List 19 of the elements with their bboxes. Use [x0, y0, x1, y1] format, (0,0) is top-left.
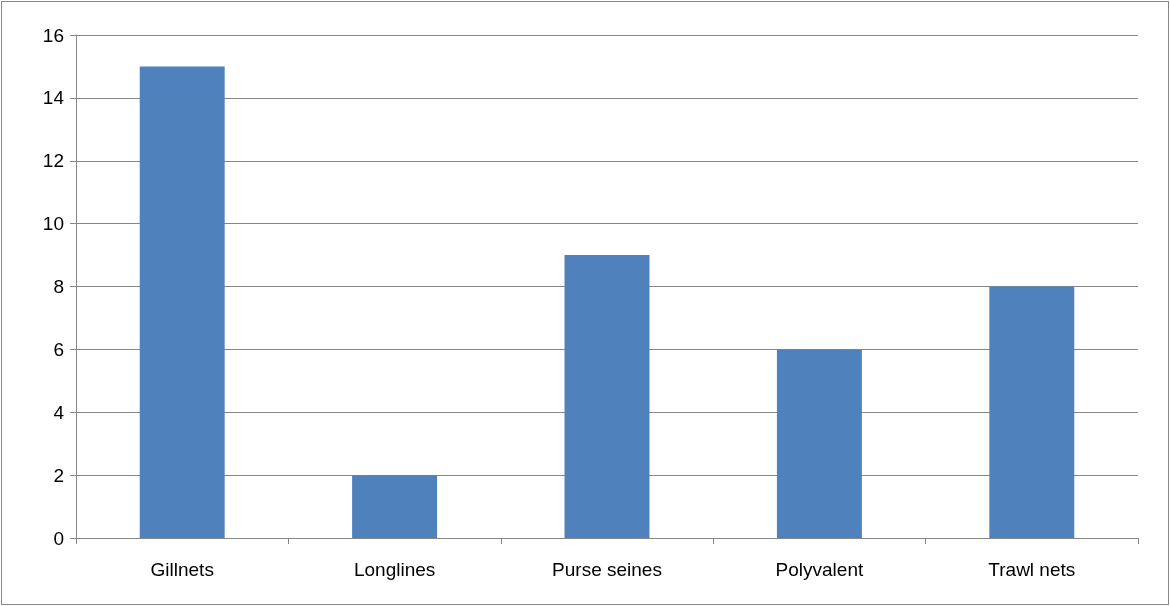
- x-tick-label: Polyvalent: [775, 559, 864, 580]
- y-tick-label: 16: [42, 24, 64, 46]
- x-tick-label: Purse seines: [552, 559, 662, 580]
- bar: [352, 475, 438, 538]
- y-tick-label: 12: [42, 150, 64, 172]
- x-tick-label: Gillnets: [150, 559, 214, 580]
- x-tick-label: Longlines: [353, 559, 436, 580]
- y-tick-label: 6: [53, 338, 64, 360]
- bar: [139, 66, 225, 538]
- y-tick-label: 4: [53, 401, 65, 423]
- bar: [564, 255, 650, 538]
- bar: [989, 286, 1075, 538]
- y-tick-label: 14: [42, 87, 65, 109]
- y-tick-label: 2: [53, 464, 64, 486]
- y-tick-label: 10: [42, 213, 64, 235]
- bar: [776, 349, 862, 538]
- y-tick-label: 8: [53, 276, 64, 297]
- y-tick-label: 0: [53, 527, 64, 549]
- x-tick-label: Trawl nets: [988, 559, 1076, 580]
